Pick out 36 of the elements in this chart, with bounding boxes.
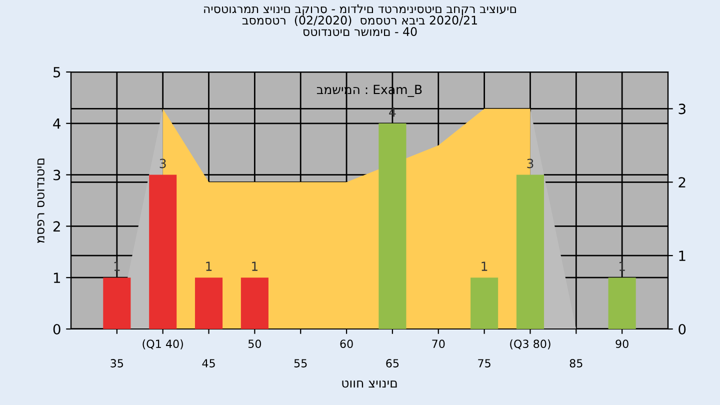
data-label: 1 (252, 262, 258, 271)
bar (608, 278, 636, 329)
x-tick-label: 75 (478, 359, 490, 368)
bar (240, 278, 268, 329)
x-tick-label: (Q3 80) (510, 339, 550, 350)
y-axis-title: מספר סטודנטים (37, 158, 44, 244)
x-axis-title: טווח ציונים (342, 380, 397, 388)
y-tick-label: 4 (53, 118, 60, 129)
x-tick-label: 50 (248, 340, 262, 348)
x-tick-label: 55 (294, 359, 307, 368)
y2-tick-label: 3 (678, 104, 686, 114)
y-tick-label: 1 (54, 272, 60, 283)
x-tick-label: 60 (340, 340, 353, 348)
data-label: 3 (160, 158, 166, 168)
bar (516, 174, 544, 329)
x-tick-label: 35 (110, 359, 124, 368)
y-tick-label: 3 (54, 170, 60, 180)
bar (103, 278, 131, 329)
bar (194, 278, 223, 329)
x-tick-label: 90 (616, 340, 628, 348)
y2-tick-label: 2 (678, 177, 686, 188)
y-tick-label: 2 (53, 221, 60, 232)
data-label: 1 (206, 262, 212, 271)
y2-tick-label: 0 (678, 324, 686, 334)
y-tick-label: 5 (54, 67, 60, 78)
data-label: 1 (482, 262, 488, 271)
x-tick-label: (Q1 40) (142, 339, 183, 350)
bar (470, 278, 498, 329)
x-tick-label: 70 (432, 340, 445, 348)
y2-tick-label: 1 (679, 250, 686, 261)
y-tick-label: 0 (53, 324, 60, 334)
chart-title: היסטוגרמת ציונים בקורס - מודלים דטרמיניסטים בחקר ביצועים בסמסטר (02/2020) סמסטר אביב 2020/21 סטודנטים רשומים - 40 (204, 4, 516, 36)
x-tick-label: 85 (570, 359, 582, 368)
x-tick-label: 45 (202, 359, 215, 368)
x-tick-label: 65 (386, 359, 399, 368)
bar (378, 123, 406, 329)
